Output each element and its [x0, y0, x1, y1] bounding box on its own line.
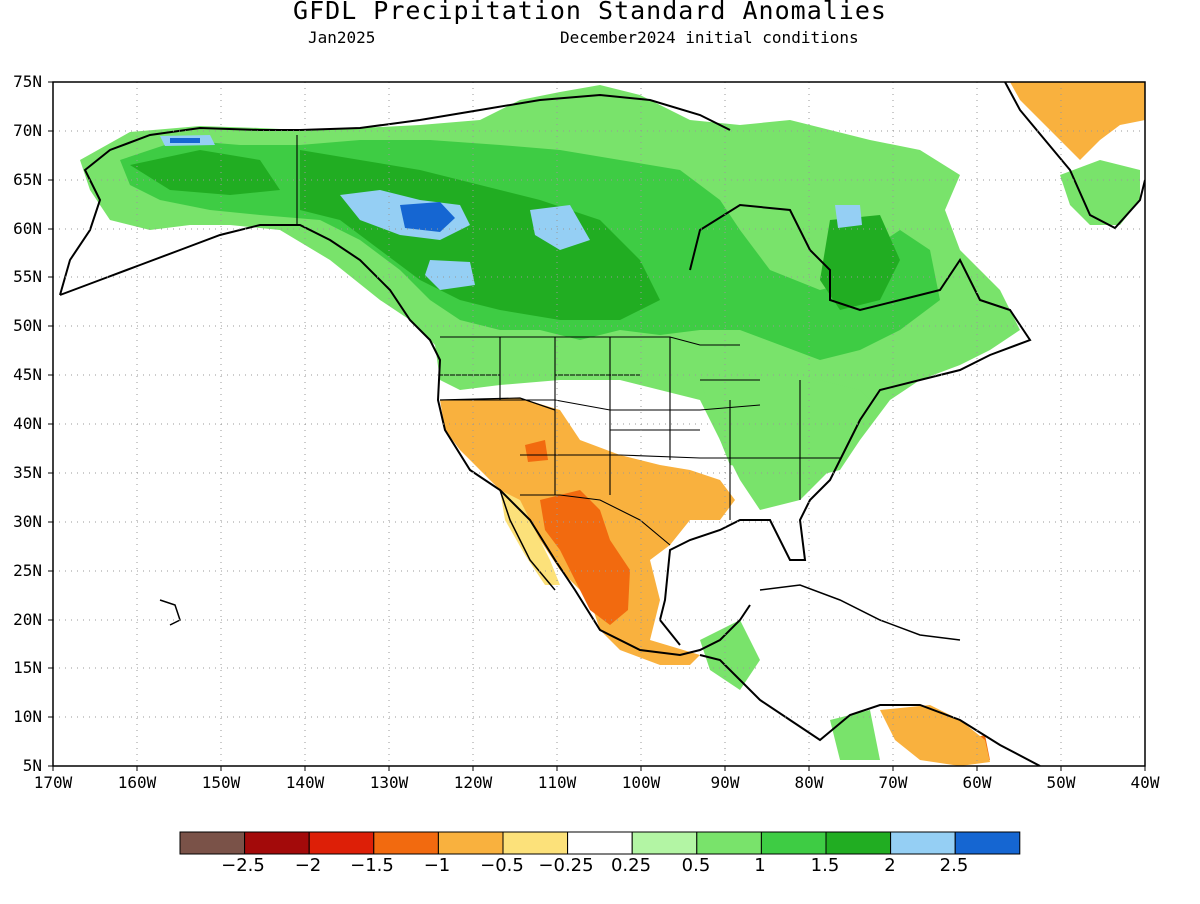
map-title: GFDL Precipitation Standard Anomalies	[293, 0, 887, 25]
colorbar-label: 1	[754, 855, 766, 876]
lat-label-60n: 60N	[13, 219, 42, 238]
colorbar-swatch	[567, 831, 633, 855]
lat-label-10n: 10N	[13, 707, 42, 726]
colorbar-swatch	[825, 831, 892, 855]
lon-label-70w: 70W	[878, 773, 908, 792]
political-borders	[296, 135, 840, 546]
lat-label-70n: 70N	[13, 121, 42, 140]
venezuela-dry	[880, 705, 990, 766]
colorbar-swatch	[954, 831, 1021, 855]
colorbar-label: −1.5	[350, 855, 394, 876]
lon-label-90w: 90W	[710, 773, 740, 792]
baja-dry-light	[500, 490, 560, 585]
northwest-territories-peak	[170, 138, 455, 232]
mexico-very-dry	[525, 440, 990, 762]
lat-label-35n: 35N	[13, 463, 42, 482]
colorbar-label: 0.25	[610, 855, 652, 876]
colorbar-label: −2.5	[221, 855, 265, 876]
colorbar	[179, 831, 1021, 855]
lon-label-40w: 40W	[1130, 773, 1160, 792]
greenland-wet	[1060, 160, 1140, 225]
colorbar-label: −0.25	[538, 855, 594, 876]
lat-label-15n: 15N	[13, 658, 42, 677]
lat-label-75n: 75N	[13, 72, 42, 91]
lat-label-25n: 25N	[13, 561, 42, 580]
colorbar-swatch	[437, 831, 504, 855]
lon-label-120w: 120W	[453, 773, 493, 792]
lon-label-150w: 150W	[201, 773, 241, 792]
map-frame	[52, 81, 1146, 767]
colorbar-label: 1.5	[810, 855, 840, 876]
lat-label-55n: 55N	[13, 267, 42, 286]
lon-label-170w: 170W	[33, 773, 73, 792]
forecast-month: Jan2025	[308, 28, 376, 47]
lat-label-20n: 20N	[13, 610, 42, 629]
lon-label-140w: 140W	[285, 773, 325, 792]
colorbar-label: 2	[884, 855, 896, 876]
colorbar-swatch	[696, 831, 762, 855]
lon-label-110w: 110W	[537, 773, 577, 792]
lon-label-80w: 80W	[794, 773, 824, 792]
colorbar-swatch	[179, 831, 246, 855]
colorbar-swatch	[631, 831, 698, 855]
lon-label-160w: 160W	[117, 773, 157, 792]
colorbar-swatch	[244, 831, 310, 855]
grid	[53, 82, 1145, 766]
ticks	[48, 81, 1146, 771]
lat-label-5n: 5N	[22, 756, 42, 775]
greenland-dry	[1010, 82, 1145, 160]
colorbar-swatch	[502, 831, 569, 855]
lat-label-40n: 40N	[13, 414, 42, 433]
lat-label-30n: 30N	[13, 512, 42, 531]
lat-label-45n: 45N	[13, 365, 42, 384]
colorbar-label: 2.5	[939, 855, 969, 876]
lon-label-100w: 100W	[621, 773, 661, 792]
lon-label-50w: 50W	[1046, 773, 1076, 792]
coastlines	[59, 82, 1145, 766]
colorbar-swatch	[308, 831, 375, 855]
colorbar-label: −1	[423, 855, 451, 876]
lat-label-50n: 50N	[13, 316, 42, 335]
lon-label-60w: 60W	[962, 773, 992, 792]
initial-conditions: December2024 initial conditions	[560, 28, 859, 47]
colorbar-label: −0.5	[480, 855, 524, 876]
eastern-us-wet	[700, 370, 880, 760]
colorbar-label: 0.5	[681, 855, 711, 876]
lat-label-65n: 65N	[13, 170, 42, 189]
colorbar-swatch	[373, 831, 439, 855]
colorbar-swatch	[760, 831, 827, 855]
canada-very-wet	[130, 150, 900, 320]
lon-label-130w: 130W	[369, 773, 409, 792]
colorbar-swatch	[890, 831, 956, 855]
colorbar-label: −2	[294, 855, 322, 876]
